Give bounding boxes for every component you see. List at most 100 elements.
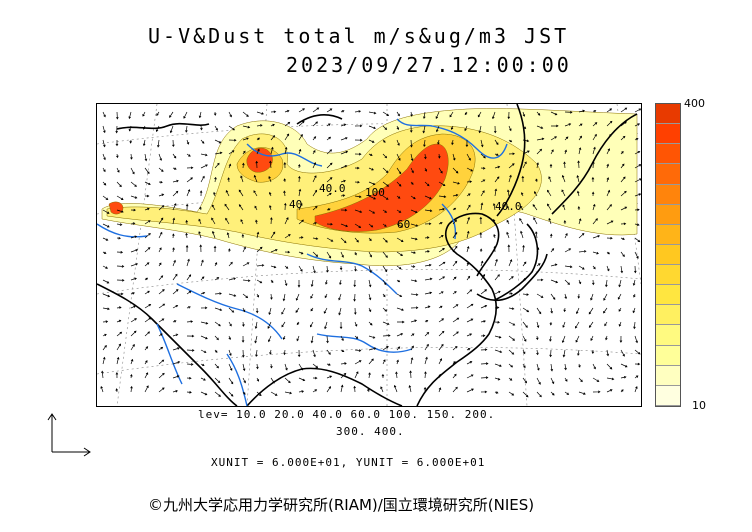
wind-vector: [606, 251, 610, 255]
wind-vector: [368, 237, 372, 242]
wind-vector: [550, 391, 555, 396]
wind-vector: [228, 111, 232, 118]
colorbar-min-label: 10: [692, 399, 706, 412]
wind-vector: [480, 274, 486, 281]
wind-vector: [340, 137, 348, 141]
wind-vector: [549, 349, 552, 358]
wind-vector: [382, 307, 388, 312]
wind-vector: [102, 293, 111, 298]
wind-vector: [494, 349, 503, 354]
wind-vector: [605, 335, 608, 341]
wind-vector: [256, 363, 259, 370]
wind-vector: [298, 363, 304, 371]
wind-vector: [242, 279, 251, 282]
wind-vector: [492, 218, 496, 225]
wind-vector: [592, 161, 595, 169]
wind-vector: [438, 261, 446, 267]
wind-vector: [396, 346, 401, 351]
wind-vector: [606, 389, 613, 393]
wind-vector: [494, 320, 500, 324]
wind-vector: [368, 321, 373, 326]
wind-vector: [606, 163, 610, 169]
wind-vector: [144, 360, 148, 365]
wind-vector: [228, 349, 232, 357]
wind-vector: [424, 371, 427, 379]
wind-vector: [100, 385, 104, 393]
wind-vector: [211, 204, 216, 211]
wind-vector: [253, 174, 258, 183]
wind-vector: [227, 177, 230, 183]
wind-vector: [284, 121, 291, 127]
wind-vector: [368, 167, 374, 171]
wind-vector: [312, 265, 316, 274]
wind-vector: [116, 343, 121, 351]
wind-vector: [562, 349, 566, 358]
wind-vector: [634, 108, 641, 113]
wind-vector: [438, 153, 441, 159]
wind-vector: [340, 251, 344, 258]
colorbar-max-label: 400: [684, 97, 705, 110]
wind-vector: [198, 218, 202, 225]
wind-vector: [438, 222, 443, 225]
wind-vector: [591, 349, 595, 354]
wind-vector: [214, 277, 220, 281]
wind-vector: [130, 235, 138, 239]
wind-vector: [102, 356, 106, 365]
wind-vector: [382, 195, 389, 200]
wind-vector: [102, 111, 106, 118]
wind-vector: [466, 167, 474, 172]
wind-vector: [241, 233, 245, 239]
wind-vector: [520, 205, 524, 211]
wind-vector: [354, 138, 363, 142]
wind-vector: [186, 376, 192, 380]
wind-vector: [172, 179, 179, 183]
wind-vector: [270, 146, 274, 155]
wind-vector: [410, 251, 416, 254]
wind-vector: [228, 138, 237, 142]
wind-vector: [382, 111, 390, 116]
wind-vector: [129, 139, 133, 144]
wind-vector: [158, 247, 162, 253]
wind-vector: [534, 191, 538, 197]
wind-vector: [620, 237, 625, 241]
wind-vector: [238, 189, 244, 197]
wind-vector: [449, 111, 454, 118]
wind-vector: [158, 180, 163, 184]
wind-vector: [532, 204, 538, 211]
wind-vector: [270, 123, 275, 127]
wind-vector: [382, 223, 387, 227]
wind-vector: [549, 321, 553, 326]
wind-vector: [295, 307, 300, 313]
wind-vector: [522, 261, 527, 267]
wind-vector: [522, 161, 527, 169]
wind-vector: [242, 321, 245, 327]
wind-vector: [256, 279, 263, 284]
wind-vector: [102, 265, 109, 269]
wind-vector: [522, 321, 528, 328]
wind-vector: [200, 164, 208, 169]
wind-vector: [158, 167, 164, 172]
wind-vector: [606, 377, 615, 381]
wind-vector: [326, 386, 331, 393]
colorbar-segment: [656, 385, 680, 406]
wind-vector: [634, 193, 641, 197]
wind-vector: [561, 189, 566, 197]
wind-vector: [368, 335, 376, 339]
wind-vector: [130, 153, 133, 160]
wind-vector: [284, 202, 287, 211]
wind-vector: [340, 123, 347, 127]
wind-vector: [214, 151, 223, 155]
wind-vector: [564, 279, 570, 285]
wind-vector: [592, 279, 595, 286]
wind-vector: [424, 291, 433, 295]
colorbar-segment: [656, 244, 680, 266]
wind-vector: [466, 204, 471, 211]
wind-vector: [620, 206, 628, 211]
wind-vector: [494, 306, 500, 309]
colorbar-segment: [656, 104, 680, 125]
wind-vector: [550, 279, 559, 284]
wind-vector: [368, 279, 372, 288]
wind-vector: [508, 174, 512, 183]
wind-vector: [507, 111, 511, 120]
wind-vector: [186, 363, 194, 366]
